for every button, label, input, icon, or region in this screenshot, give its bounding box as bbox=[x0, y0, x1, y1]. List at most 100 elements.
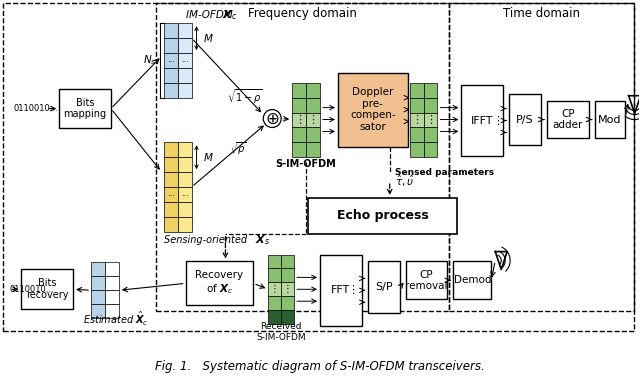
Text: $N_s$: $N_s$ bbox=[143, 54, 156, 67]
Text: ...: ... bbox=[180, 55, 189, 64]
Text: Demod: Demod bbox=[454, 275, 491, 285]
Bar bbox=[91, 290, 105, 304]
Bar bbox=[178, 68, 191, 83]
Text: Fig. 1.   Systematic diagram of S-IM-OFDM transceivers.: Fig. 1. Systematic diagram of S-IM-OFDM … bbox=[155, 360, 485, 373]
Bar bbox=[292, 127, 306, 142]
Bar bbox=[91, 304, 105, 318]
Bar bbox=[320, 254, 362, 326]
Bar bbox=[292, 98, 306, 112]
Bar bbox=[281, 254, 294, 268]
Bar bbox=[91, 263, 105, 276]
Text: Bits
recovery: Bits recovery bbox=[26, 278, 68, 300]
Bar bbox=[281, 310, 294, 324]
Bar bbox=[178, 157, 191, 172]
Text: Frequency domain: Frequency domain bbox=[248, 7, 356, 20]
Bar bbox=[178, 142, 191, 157]
Bar bbox=[268, 310, 281, 324]
Text: S/P: S/P bbox=[375, 282, 392, 292]
Bar bbox=[105, 290, 119, 304]
Text: ⋮: ⋮ bbox=[492, 116, 503, 126]
Text: ⋮: ⋮ bbox=[411, 114, 422, 124]
Bar bbox=[410, 127, 424, 142]
Text: $\boldsymbol{X}_c$: $\boldsymbol{X}_c$ bbox=[223, 8, 238, 22]
Text: Bits
mapping: Bits mapping bbox=[63, 98, 107, 119]
Bar bbox=[461, 85, 503, 156]
Bar bbox=[178, 53, 191, 68]
Bar bbox=[281, 296, 294, 310]
Bar bbox=[292, 142, 306, 157]
Bar bbox=[105, 304, 119, 318]
Text: P/S: P/S bbox=[516, 114, 534, 124]
Text: $M$: $M$ bbox=[202, 32, 213, 44]
Bar bbox=[292, 83, 306, 98]
Text: Mod: Mod bbox=[598, 114, 621, 124]
Bar bbox=[164, 202, 178, 217]
Bar bbox=[338, 73, 408, 147]
Text: $\hat{\tau}, \hat{\upsilon}$: $\hat{\tau}, \hat{\upsilon}$ bbox=[395, 173, 414, 189]
Bar bbox=[91, 276, 105, 290]
Text: Estimated $\hat{\boldsymbol{X}}_c$: Estimated $\hat{\boldsymbol{X}}_c$ bbox=[83, 310, 148, 328]
Bar bbox=[105, 276, 119, 290]
Bar bbox=[410, 83, 424, 98]
Text: Sensed parameters: Sensed parameters bbox=[395, 167, 494, 177]
Text: $\sqrt{\rho}$: $\sqrt{\rho}$ bbox=[230, 140, 247, 157]
Bar bbox=[178, 187, 191, 202]
Bar bbox=[410, 142, 424, 157]
Bar bbox=[306, 83, 320, 98]
Text: FFT: FFT bbox=[332, 285, 351, 295]
Text: $\boldsymbol{X}_s$: $\boldsymbol{X}_s$ bbox=[255, 233, 271, 246]
Bar bbox=[178, 202, 191, 217]
Bar bbox=[306, 98, 320, 112]
Text: ...: ... bbox=[166, 55, 175, 64]
Text: Time domain: Time domain bbox=[502, 7, 580, 20]
Text: IFFT: IFFT bbox=[471, 116, 493, 126]
Bar bbox=[424, 127, 438, 142]
Bar bbox=[164, 187, 178, 202]
Bar bbox=[281, 268, 294, 282]
Bar bbox=[164, 172, 178, 187]
Text: IM-OFDM: IM-OFDM bbox=[186, 10, 236, 20]
Bar bbox=[410, 98, 424, 112]
Bar bbox=[424, 98, 438, 112]
Bar bbox=[306, 112, 320, 127]
Bar bbox=[21, 270, 73, 309]
Text: $\sqrt{1-\rho}$: $\sqrt{1-\rho}$ bbox=[227, 87, 263, 106]
Bar bbox=[306, 142, 320, 157]
Text: $\oplus$: $\oplus$ bbox=[265, 110, 280, 127]
Bar bbox=[186, 261, 253, 305]
Text: 0110010...: 0110010... bbox=[10, 285, 54, 294]
Bar bbox=[178, 23, 191, 38]
Bar bbox=[268, 296, 281, 310]
Bar bbox=[449, 3, 634, 311]
Bar bbox=[3, 3, 634, 331]
Text: ⋮: ⋮ bbox=[282, 284, 292, 294]
Bar bbox=[306, 127, 320, 142]
Text: ⋮: ⋮ bbox=[307, 114, 319, 124]
Bar bbox=[178, 83, 191, 98]
Text: Recovery
of $\boldsymbol{X}_c$: Recovery of $\boldsymbol{X}_c$ bbox=[195, 270, 243, 296]
Bar bbox=[164, 68, 178, 83]
Text: ⋮: ⋮ bbox=[294, 114, 305, 124]
Bar bbox=[410, 112, 424, 127]
Text: Received
S-IM-OFDM: Received S-IM-OFDM bbox=[257, 322, 306, 341]
Bar bbox=[281, 282, 294, 296]
Bar bbox=[164, 38, 178, 53]
Bar bbox=[453, 261, 492, 299]
Bar bbox=[59, 89, 111, 129]
Text: S-IM-OFDM: S-IM-OFDM bbox=[276, 159, 337, 169]
Text: CP
adder: CP adder bbox=[553, 109, 583, 131]
Bar bbox=[595, 100, 625, 138]
Circle shape bbox=[263, 110, 281, 127]
Bar bbox=[105, 263, 119, 276]
Bar bbox=[368, 261, 399, 313]
Text: ⋮: ⋮ bbox=[425, 114, 436, 124]
Bar bbox=[178, 172, 191, 187]
Text: ⋮: ⋮ bbox=[348, 285, 358, 295]
Bar bbox=[164, 157, 178, 172]
Bar bbox=[156, 3, 449, 311]
Bar bbox=[509, 94, 541, 146]
Bar bbox=[268, 282, 281, 296]
Text: Doppler
pre-
compen-
sator: Doppler pre- compen- sator bbox=[350, 87, 396, 132]
Text: Sensing-oriented: Sensing-oriented bbox=[164, 234, 250, 244]
Bar bbox=[164, 23, 178, 38]
